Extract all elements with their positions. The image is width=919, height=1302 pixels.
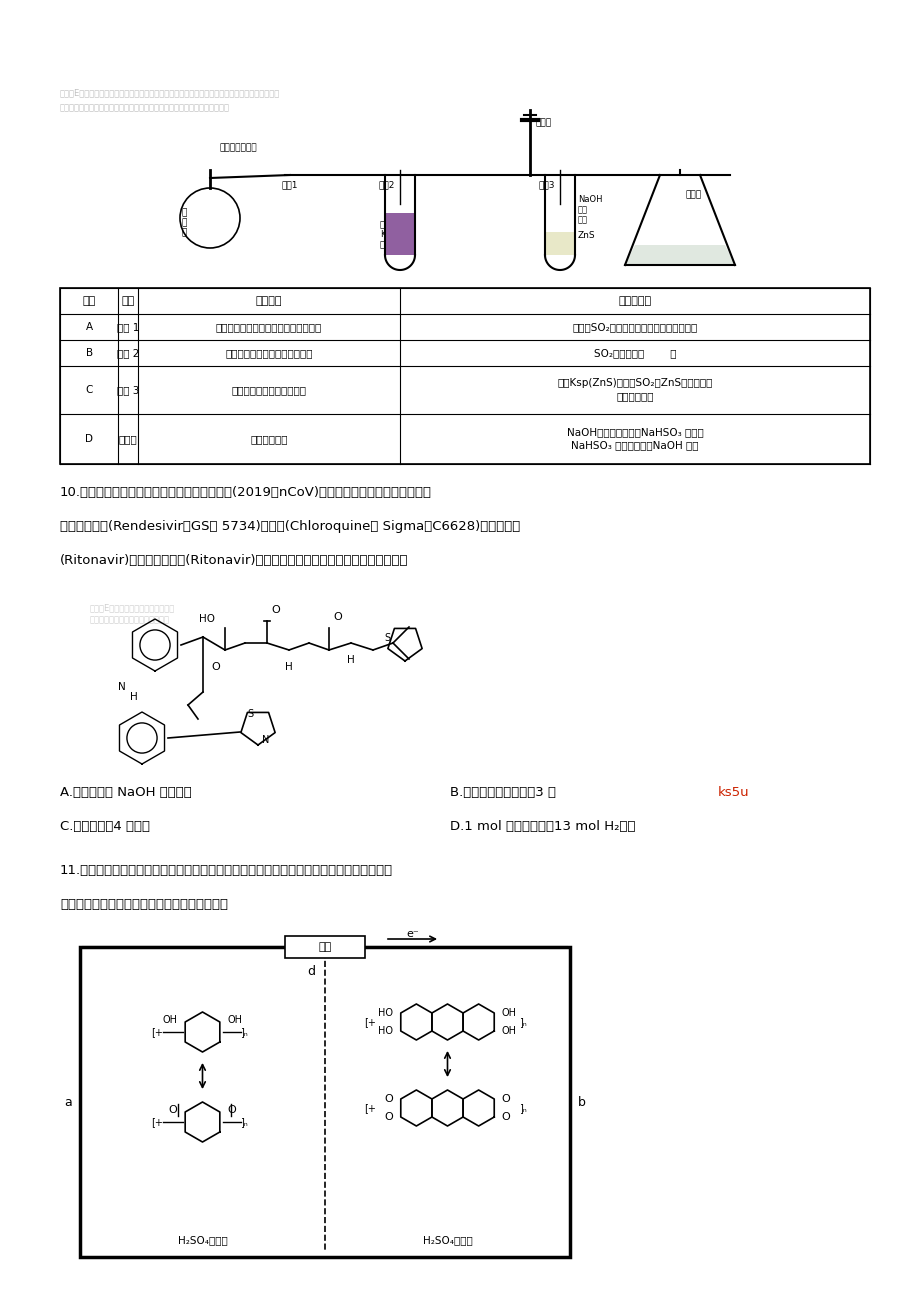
Text: 以（选E）为了让本小题中，子表示数（如果在正式考试中不会有这样的情况），可以上下移动锂丝: 以（选E）为了让本小题中，子表示数（如果在正式考试中不会有这样的情况），可以上下… [60,89,280,98]
Text: 试管 3: 试管 3 [117,385,139,395]
Text: 负载: 负载 [318,943,331,952]
Text: 10.科学家发现了在细胞层面上对新型冠状病毒(2019－nCoV)有较好抑制作用的药物：雷米迪: 10.科学家发现了在细胞层面上对新型冠状病毒(2019－nCoV)有较好抑制作用… [60,486,432,499]
Text: 酸性
KMnO₄
溶液: 酸性 KMnO₄ 溶液 [380,220,408,250]
Text: 以（选E）为了让本小题中，子表示数: 以（选E）为了让本小题中，子表示数 [90,603,175,612]
Text: O: O [501,1094,510,1104]
Text: e⁻: e⁻ [405,930,418,939]
Text: S: S [383,633,390,643]
Text: OH: OH [227,1016,243,1025]
Circle shape [180,187,240,247]
Text: O: O [384,1094,393,1104]
Text: H₂SO₄水溶液: H₂SO₄水溶液 [422,1236,471,1245]
Bar [80,947,570,1256]
Text: O: O [271,605,279,615]
Text: 紫红色溶液由深变浅，直至褪色: 紫红色溶液由深变浅，直至褪色 [225,348,312,358]
Text: [+: [+ [151,1117,163,1128]
Text: b: b [577,1095,585,1108]
Text: 锥形瓶: 锥形瓶 [119,434,137,444]
Text: H: H [130,691,138,702]
Text: 维或伦地西音(Rendesivir，GS－ 5734)、氯喹(Chloroquine， Sigma－C6628)、利托那音: 维或伦地西音(Rendesivir，GS－ 5734)、氯喹(Chloroqui… [60,519,519,533]
Text: NaOH溶液完全转化为NaHSO₃ 溶液，
NaHSO₃ 溶液碱性小于NaOH 溶液: NaOH溶液完全转化为NaHSO₃ 溶液， NaHSO₃ 溶液碱性小于NaOH … [566,427,703,450]
Text: ]ₙ: ]ₙ [240,1027,248,1036]
Text: 由于Ksp(ZnS)太小，SO₂与ZnS在注入稀硫
酸后仍不反应: 由于Ksp(ZnS)太小，SO₂与ZnS在注入稀硫 酸后仍不反应 [557,379,712,401]
Text: O: O [210,661,220,672]
Text: B: B [85,348,93,358]
Polygon shape [545,232,573,255]
Text: (Ritonavir)。其中利托那音(Ritonavir)的结构如下图，关于利托那音说法正确的是: (Ritonavir)。其中利托那音(Ritonavir)的结构如下图，关于利托… [60,553,408,566]
Polygon shape [386,214,414,255]
Text: 浓
硫
酸: 浓 硫 酸 [182,208,187,238]
Text: O: O [333,612,341,622]
Text: O: O [168,1105,177,1115]
Text: 试管2: 试管2 [379,180,394,189]
Polygon shape [624,245,734,266]
Bar [60,288,869,464]
Text: 解释或结论: 解释或结论 [618,296,651,306]
Text: C.结构中含有4 个甲基: C.结构中含有4 个甲基 [60,820,150,833]
Text: OH: OH [501,1026,516,1036]
Text: 可上下移动锂丝: 可上下移动锂丝 [220,143,257,152]
Text: 有气泡、酸雾，溶液中有白色固体出现: 有气泡、酸雾，溶液中有白色固体出现 [216,322,322,332]
Bar [285,936,365,958]
Text: ]ₙ: ]ₙ [240,1117,248,1128]
Text: 锥形瓶: 锥形瓶 [685,190,700,199]
Text: O: O [384,1112,393,1122]
Text: 11.最近我国科学家研制出一种高分子大规模储能二次电池，其示意图如下所示。这种电池具: 11.最近我国科学家研制出一种高分子大规模储能二次电池，其示意图如下所示。这种电… [60,865,392,878]
Text: D: D [85,434,93,444]
Text: H₂SO₄水溶液: H₂SO₄水溶液 [177,1236,227,1245]
Text: ZnS: ZnS [577,230,595,240]
Text: 由于全面考虑到该题的考点和内容。: 由于全面考虑到该题的考点和内容。 [90,615,170,624]
Text: 由于全面考虑到该题的考点和内容，从目前看，该题属于高考化学额外内容。: 由于全面考虑到该题的考点和内容，从目前看，该题属于高考化学额外内容。 [60,103,230,112]
Text: [+: [+ [364,1017,376,1027]
Text: d: d [307,965,314,978]
Text: [+: [+ [151,1027,163,1036]
Text: ]ₙ: ]ₙ [518,1017,526,1027]
Text: 试管3: 试管3 [538,180,554,189]
Text: 试管 2: 试管 2 [117,348,139,358]
Text: HO: HO [378,1026,393,1036]
Text: B.苯环上一氯取代物有3 种: B.苯环上一氯取代物有3 种 [449,786,555,799]
Text: 有寿命长、安全可靠等优点，下列说法错误的是: 有寿命长、安全可靠等优点，下列说法错误的是 [60,898,228,911]
Text: 酸雾是SO₂所形成，白色固体是硫酸铜晶体: 酸雾是SO₂所形成，白色固体是硫酸铜晶体 [572,322,697,332]
Text: A.能与盐酸或 NaOH 溶液反应: A.能与盐酸或 NaOH 溶液反应 [60,786,191,799]
Text: C: C [85,385,93,395]
Text: H: H [346,655,355,665]
Text: 溶液红色变浅: 溶液红色变浅 [250,434,288,444]
Text: ks5u: ks5u [717,786,748,799]
Text: OH: OH [501,1008,516,1018]
Text: S: S [246,710,253,719]
Text: [+: [+ [364,1103,376,1113]
Text: O: O [227,1105,236,1115]
Text: A: A [85,322,93,332]
Text: 稀硫酸: 稀硫酸 [535,118,550,128]
Text: a: a [64,1095,72,1108]
Text: D.1 mol 该结构可以与13 mol H₂加成: D.1 mol 该结构可以与13 mol H₂加成 [449,820,635,833]
Text: NaOH
稀硫
溶液: NaOH 稀硫 溶液 [577,195,602,225]
Text: HO: HO [378,1008,393,1018]
Text: 仪器: 仪器 [121,296,134,306]
Text: 试管 1: 试管 1 [117,322,139,332]
Text: ]ₙ: ]ₙ [518,1103,526,1113]
Text: HO: HO [199,615,215,624]
Text: OH: OH [163,1016,177,1025]
Text: SO₂具有还原性        。: SO₂具有还原性 。 [593,348,675,358]
Text: 选项: 选项 [83,296,96,306]
Text: N: N [262,736,269,745]
Text: 试管1: 试管1 [282,180,298,189]
Text: O: O [501,1112,510,1122]
Text: 注入稀硫酸后，没有现象。: 注入稀硫酸后，没有现象。 [232,385,306,395]
Text: 现象预测: 现象预测 [255,296,282,306]
Text: H: H [285,661,292,672]
Text: N: N [118,682,126,691]
